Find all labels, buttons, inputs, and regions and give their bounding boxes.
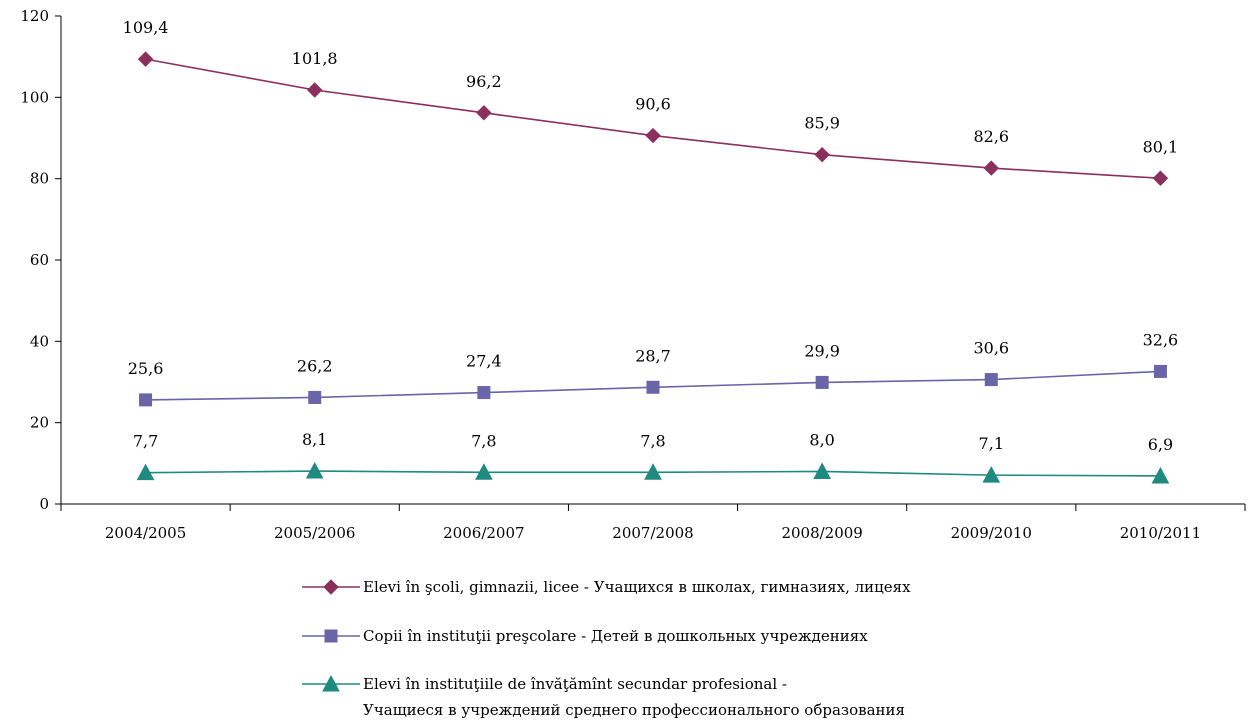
data-label: 7,7 xyxy=(133,432,158,451)
legend-item-2: Copii în instituţii preşcolare - Детей в… xyxy=(302,627,868,645)
data-point xyxy=(646,380,660,394)
data-label: 27,4 xyxy=(466,352,502,371)
data-label: 30,6 xyxy=(973,339,1009,358)
data-label: 90,6 xyxy=(635,95,671,114)
data-point xyxy=(982,466,1001,483)
data-point xyxy=(137,51,154,67)
chart-axes: 0 20 40 60 80 100 120 2004/2005 2005/2006 2006/20… xyxy=(20,7,1246,542)
data-point xyxy=(136,463,155,481)
series-2: 25,6 26,2 27,4 28,7 29,9 30,6 32,6 xyxy=(128,330,1179,407)
data-label: 29,9 xyxy=(804,341,840,360)
legend-marker xyxy=(322,674,340,692)
data-point xyxy=(645,127,661,144)
legend-marker xyxy=(323,579,339,595)
series-1: 109,4 101,8 96,2 90,6 85,9 82,6 80,1 xyxy=(123,18,1179,186)
legend-marker xyxy=(324,629,338,643)
legend-item-1: Elevi în şcoli, gimnazii, licee - Учащих… xyxy=(302,578,911,596)
data-label: 85,9 xyxy=(804,114,840,133)
data-point xyxy=(984,373,998,387)
data-point xyxy=(475,463,493,480)
data-label: 32,6 xyxy=(1143,330,1179,349)
legend-label: Elevi în şcoli, gimnazii, licee - Учащих… xyxy=(363,578,911,596)
data-point xyxy=(308,390,322,404)
y-tick-label: 0 xyxy=(39,495,49,513)
x-tick-label: 2006/2007 xyxy=(443,524,524,542)
x-tick-label: 2007/2008 xyxy=(612,524,693,542)
data-label: 26,2 xyxy=(297,356,333,375)
data-label: 28,7 xyxy=(635,346,671,365)
series-line xyxy=(145,58,1161,180)
legend-label: Elevi în instituţiile de învăţămînt secu… xyxy=(363,675,787,693)
data-label: 8,0 xyxy=(809,430,834,449)
data-label: 101,8 xyxy=(292,49,338,68)
data-label: 8,1 xyxy=(302,430,327,449)
data-point xyxy=(1152,170,1169,186)
y-tick-label: 20 xyxy=(30,414,49,432)
data-point xyxy=(307,82,323,98)
data-point xyxy=(1153,364,1167,378)
y-tick-label: 120 xyxy=(20,7,49,25)
data-label: 7,8 xyxy=(640,431,665,450)
legend-item-3: Elevi în instituţiile de învăţămînt secu… xyxy=(302,674,905,719)
x-tick-label: 2008/2009 xyxy=(781,524,862,542)
data-point xyxy=(815,375,829,389)
y-tick-label: 40 xyxy=(30,332,49,350)
data-point xyxy=(139,393,153,407)
data-point xyxy=(983,160,999,176)
data-point xyxy=(305,461,324,479)
series-layer: 109,4 101,8 96,2 90,6 85,9 82,6 80,1 25,6 26,2 27… xyxy=(123,18,1179,484)
x-tick-label: 2005/2006 xyxy=(274,524,355,542)
y-tick-label: 80 xyxy=(30,170,49,188)
series-3: 7,7 8,1 7,8 7,8 8,0 7,1 6,9 xyxy=(133,430,1173,484)
data-label: 6,9 xyxy=(1148,435,1173,454)
data-label: 7,1 xyxy=(979,434,1004,453)
data-label: 82,6 xyxy=(973,127,1009,146)
data-point xyxy=(813,462,831,479)
data-point xyxy=(476,105,492,121)
data-label: 96,2 xyxy=(466,72,502,91)
y-tick-label: 100 xyxy=(20,88,49,106)
data-point xyxy=(644,463,662,480)
data-point xyxy=(477,386,491,400)
legend-label-line2: Учащиеся в учреждений среднего профессио… xyxy=(363,701,905,719)
data-label: 25,6 xyxy=(128,359,164,378)
data-label: 7,8 xyxy=(471,431,496,450)
x-tick-label: 2010/2011 xyxy=(1120,524,1201,542)
x-tick-label: 2009/2010 xyxy=(951,524,1032,542)
x-tick-label: 2004/2005 xyxy=(105,524,186,542)
legend-label: Copii în instituţii preşcolare - Детей в… xyxy=(363,627,868,645)
data-point xyxy=(814,146,830,163)
y-tick-label: 60 xyxy=(30,251,49,269)
data-label: 80,1 xyxy=(1143,137,1179,156)
data-point xyxy=(1151,466,1170,484)
data-label: 109,4 xyxy=(123,18,169,37)
legend: Elevi în şcoli, gimnazii, licee - Учащих… xyxy=(302,578,911,719)
